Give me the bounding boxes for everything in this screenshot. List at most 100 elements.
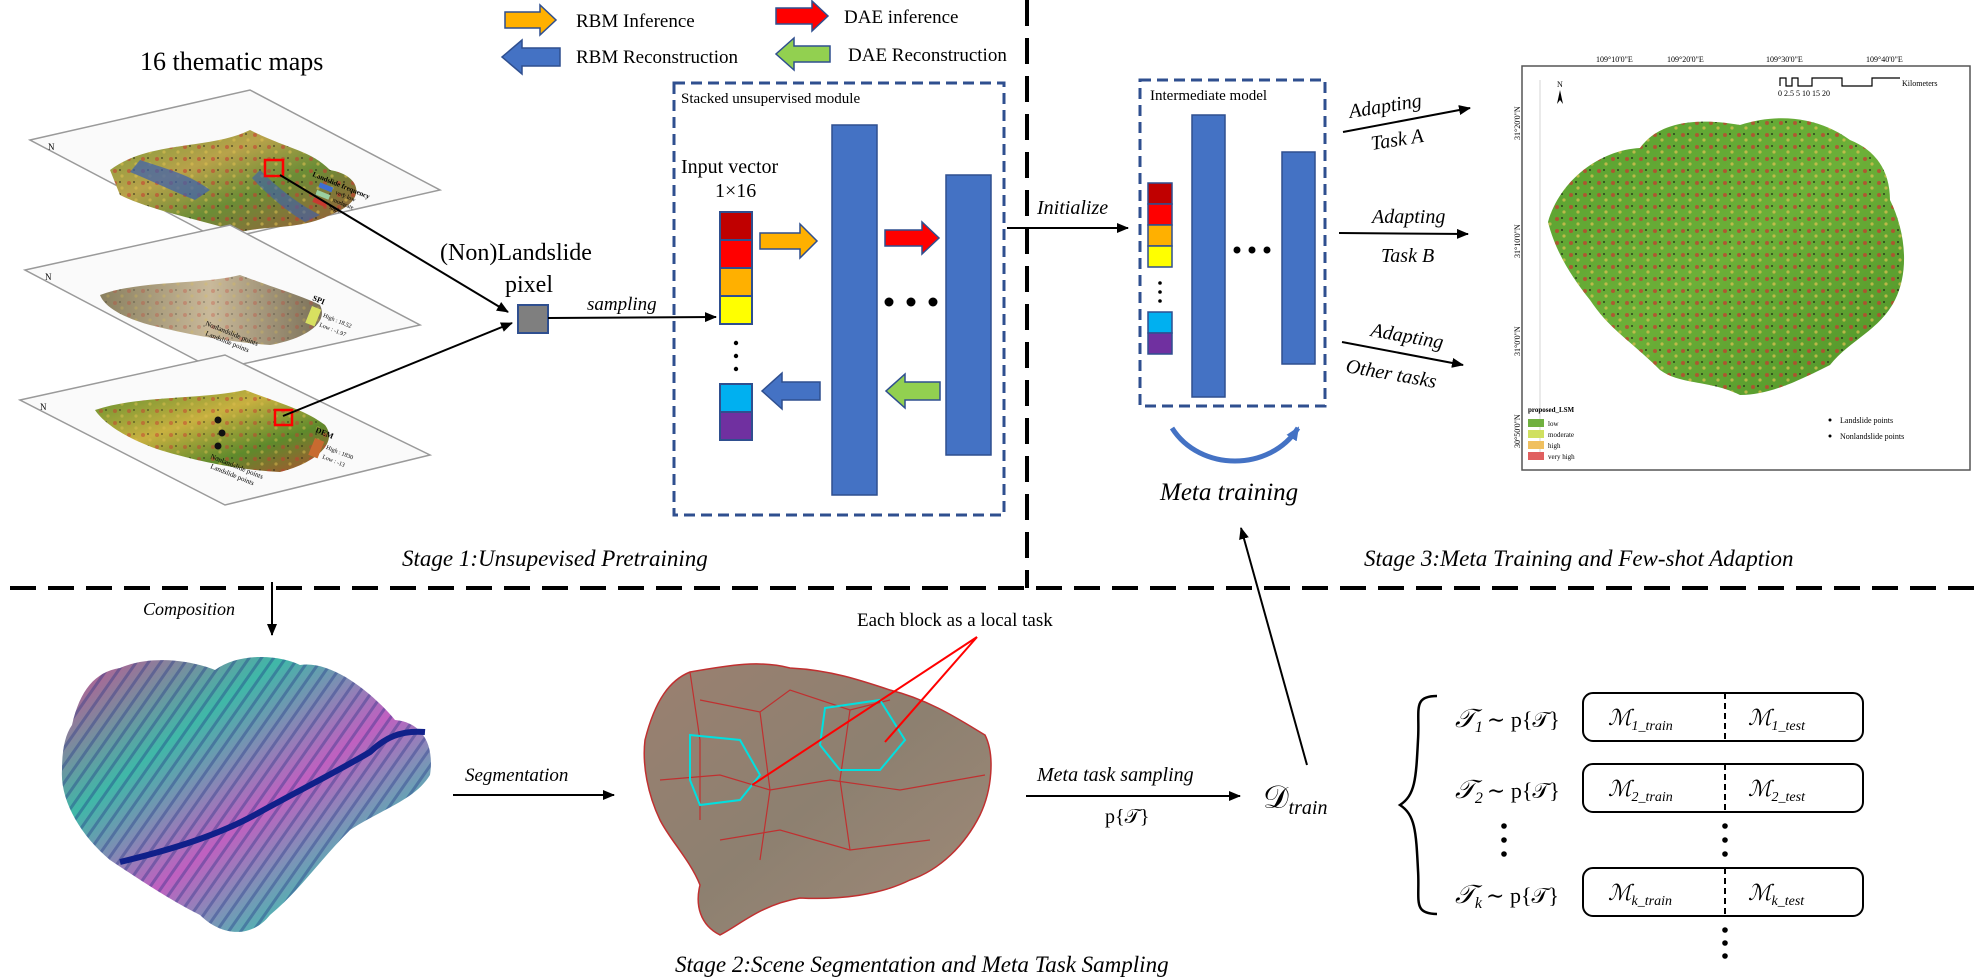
sampling-arrow bbox=[547, 312, 717, 323]
map-legend-landslide-points: Landslide points bbox=[1840, 416, 1893, 425]
stacked-unsupervised-module bbox=[672, 81, 1006, 517]
legend-dae-reconstruction: DAE Reconstruction bbox=[848, 45, 1007, 66]
intermediate-layer-2 bbox=[1281, 151, 1316, 365]
thematic-maps-title: 16 thematic maps bbox=[140, 47, 323, 76]
d-train-label: 𝒟train bbox=[1263, 779, 1327, 819]
map1-north-icon: N bbox=[48, 142, 55, 152]
lat-label-3: 31°0'0"N bbox=[1513, 326, 1522, 356]
dae-inference-arrow-icon bbox=[775, 0, 830, 33]
lat-label-2: 31°10'0"N bbox=[1513, 224, 1522, 258]
map-legend-nonlandslide-points: Nonlandslide points bbox=[1840, 432, 1904, 441]
hidden-layer-2 bbox=[945, 174, 992, 456]
dae-inference-arrow bbox=[884, 220, 941, 256]
adapt-task-a-label-2: Task A bbox=[1369, 125, 1425, 155]
map-legend-moderate: moderate bbox=[1548, 431, 1574, 439]
task-1-test-set: ℳ1_test bbox=[1748, 705, 1806, 734]
stage3-caption: Stage 3:Meta Training and Few-shot Adapt… bbox=[1364, 546, 1794, 571]
block-note-pointer-1 bbox=[751, 636, 978, 786]
composite-river bbox=[119, 728, 426, 865]
adapt-task-b-label-1: Adapting bbox=[1370, 206, 1445, 228]
task-row-1: 𝒯1 ∼ p{𝒯} ℳ1_train ℳ1_test bbox=[1455, 692, 1864, 742]
scale-unit: Kilometers bbox=[1902, 79, 1938, 88]
stage1-caption: Stage 1:Unsupevised Pretraining bbox=[402, 546, 708, 571]
task-1-train-set: ℳ1_train bbox=[1608, 705, 1673, 734]
task-2-symbol: 𝒯2 ∼ p{𝒯} bbox=[1455, 775, 1560, 807]
lat-label-1: 31°20'0"N bbox=[1513, 106, 1522, 140]
meta-task-sampling-label: Meta task sampling bbox=[1036, 764, 1194, 786]
sampling-label: sampling bbox=[587, 294, 657, 315]
map3-to-pixel-arrow bbox=[282, 322, 513, 417]
sample-pixel-box-2 bbox=[273, 408, 294, 427]
intermediate-model bbox=[1138, 78, 1327, 408]
map-legend-very-high: very high bbox=[1548, 453, 1575, 461]
adapt-task-b-arrow bbox=[1338, 228, 1469, 239]
task-k-symbol: 𝒯k ∼ p{𝒯} bbox=[1455, 880, 1559, 912]
segmentation-label: Segmentation bbox=[465, 765, 568, 786]
scale-bar bbox=[1779, 77, 1900, 87]
legend: RBM Inference DAE inference RBM Reconstr… bbox=[500, 0, 1007, 76]
task-brace bbox=[1397, 694, 1438, 916]
initialize-label: Initialize bbox=[1036, 197, 1108, 219]
pixel-label-line2: pixel bbox=[505, 272, 553, 298]
scale-ticks: 0 2.5 5 10 15 20 bbox=[1778, 89, 1830, 98]
block-note: Each block as a local task bbox=[857, 610, 1053, 631]
task-rows-ellipsis bbox=[1501, 823, 1728, 857]
task-k-train-set: ℳk_train bbox=[1608, 880, 1672, 909]
rbm-inference-arrow-icon bbox=[504, 3, 558, 37]
module-title: Stacked unsupervised module bbox=[681, 91, 860, 107]
task-2-support-query-box bbox=[1582, 763, 1864, 813]
intermediate-ellipsis-dots bbox=[1233, 246, 1271, 254]
meta-training-loop-arrow bbox=[1169, 426, 1301, 464]
lon-label-4: 109°40'0"E bbox=[1866, 55, 1903, 64]
task-row-2: 𝒯2 ∼ p{𝒯} ℳ2_train ℳ2_test bbox=[1455, 763, 1864, 813]
map1-legend-3: high bbox=[328, 205, 340, 215]
lon-label-1: 109°10'0"E bbox=[1596, 55, 1633, 64]
thematic-map-sheet-1: Landslide frequency very low moderate hi… bbox=[27, 89, 443, 241]
adapt-task-a-arrow bbox=[1342, 105, 1471, 133]
intermediate-input-vector bbox=[1147, 182, 1173, 355]
map-legend-high: high bbox=[1548, 442, 1561, 450]
task-list-trailing-dots bbox=[1722, 927, 1728, 959]
lon-label-2: 109°20'0"E bbox=[1667, 55, 1704, 64]
intermediate-model-title: Intermediate model bbox=[1150, 88, 1267, 104]
map-legend-low: low bbox=[1548, 420, 1559, 428]
north-arrow-icon: N bbox=[1557, 80, 1563, 89]
rbm-inference-arrow bbox=[759, 222, 819, 260]
map2-north-icon: N bbox=[45, 272, 52, 282]
task-2-test-set: ℳ2_test bbox=[1748, 776, 1806, 805]
dtrain-to-meta-training-arrow bbox=[1239, 527, 1308, 766]
task-1-symbol: 𝒯1 ∼ p{𝒯} bbox=[1455, 704, 1560, 736]
map2-legend-title: SPI bbox=[311, 294, 326, 307]
task-1-support-query-box bbox=[1582, 692, 1864, 742]
map-legend-title: proposed_LSM bbox=[1528, 406, 1575, 414]
composition-label: Composition bbox=[143, 599, 235, 619]
task-row-k: 𝒯k ∼ p{𝒯} ℳk_train ℳk_test bbox=[1455, 867, 1864, 917]
input-vector bbox=[719, 211, 753, 441]
task-distribution-label: p{𝒯} bbox=[1105, 806, 1150, 828]
intermediate-layer-1 bbox=[1191, 114, 1226, 398]
hidden-layer-1 bbox=[831, 124, 878, 496]
input-vector-size: 1×16 bbox=[715, 180, 756, 202]
lon-label-3: 109°30'0"E bbox=[1766, 55, 1803, 64]
input-vector-label: Input vector bbox=[681, 156, 779, 178]
ellipsis-dots bbox=[884, 297, 938, 307]
stage2-caption: Stage 2:Scene Segmentation and Meta Task… bbox=[675, 952, 1169, 977]
rbm-reconstruction-arrow bbox=[760, 371, 821, 411]
landslide-pixel bbox=[517, 304, 549, 334]
adapt-other-tasks-arrow bbox=[1341, 341, 1464, 368]
thematic-map-sheet-3: DEM High : 1830 Low : -13 Nonlandslide p… bbox=[17, 354, 433, 506]
meta-training-label: Meta training bbox=[1159, 479, 1298, 506]
dae-reconstruction-arrow-icon bbox=[774, 36, 831, 72]
thematic-map-sheet-2: SPI High : 18.52 Low : -1.97 Nonlandslid… bbox=[22, 224, 423, 371]
d-train-symbol: 𝒟 bbox=[1263, 779, 1289, 815]
task-2-train-set: ℳ2_train bbox=[1608, 776, 1673, 805]
segmented-map bbox=[643, 663, 992, 936]
block-note-pointer-2 bbox=[884, 636, 978, 743]
adapt-task-b-label-2: Task B bbox=[1381, 245, 1434, 267]
task-k-support-query-box bbox=[1582, 867, 1864, 917]
dae-reconstruction-arrow bbox=[884, 372, 941, 410]
susceptibility-map: 109°10'0"E 109°20'0"E 109°30'0"E 109°40'… bbox=[1513, 55, 1971, 471]
map1-to-pixel-arrow bbox=[279, 174, 509, 313]
pixel-label-line1: (Non)Landslide bbox=[440, 240, 592, 266]
